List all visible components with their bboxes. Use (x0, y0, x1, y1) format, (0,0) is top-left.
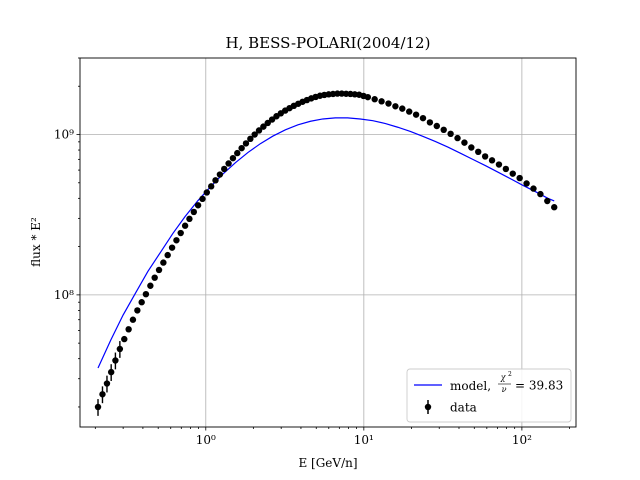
x-tick-label: 10² (512, 433, 532, 447)
data-point (103, 380, 111, 387)
legend-model-chi-exponent: 2 (508, 371, 512, 378)
plot-frame (79, 57, 577, 428)
data-point (129, 316, 137, 323)
data-point (234, 149, 241, 157)
data-point (147, 282, 154, 289)
legend-model-prefix: model, (450, 379, 491, 393)
data-point (247, 135, 254, 143)
data-point (530, 185, 537, 192)
data-point (242, 140, 250, 147)
data-point (495, 161, 503, 168)
data-point (125, 326, 132, 333)
data-point (151, 274, 158, 281)
data-point (99, 391, 106, 398)
data-point (177, 229, 184, 237)
legend: model, χ 2 ν = 39.83 data (406, 368, 572, 423)
data-point (412, 111, 420, 118)
data-point (551, 204, 558, 211)
data-point (537, 190, 544, 198)
model-series (97, 117, 555, 369)
data-point (181, 222, 189, 229)
data-point (406, 108, 413, 115)
plot-background (80, 58, 576, 427)
x-tick-label: 10⁰ (196, 433, 216, 447)
data-point (164, 251, 171, 259)
legend-data-marker (424, 403, 432, 411)
legend-model-value: = 39.83 (515, 379, 563, 393)
data-point (160, 259, 167, 266)
model-line (97, 117, 555, 369)
data-point (238, 144, 245, 152)
data-point (488, 157, 496, 164)
data-point (116, 345, 124, 353)
data-point (419, 114, 427, 122)
legend-data-label: data (450, 401, 477, 415)
data-point (207, 183, 215, 190)
data-point (107, 368, 115, 376)
data-point (516, 174, 523, 182)
data-point (186, 215, 193, 223)
data-point (426, 119, 434, 126)
data-point (138, 299, 145, 306)
data-point (94, 403, 102, 411)
data-point (225, 160, 232, 167)
legend-model-label: model, (450, 379, 491, 393)
data-point (203, 189, 211, 196)
x-axis: 10⁰ 10¹ 10² (94, 427, 570, 447)
data-point (199, 195, 206, 203)
data-point (268, 116, 276, 123)
data-point (121, 335, 128, 343)
x-axis-label: E [GeV/n] (298, 456, 357, 470)
legend-model-nu: ν (502, 385, 507, 394)
data-point (134, 307, 141, 314)
data-series (94, 90, 558, 416)
data-point (260, 123, 267, 130)
data-point (371, 96, 378, 103)
data-point (190, 208, 198, 216)
y-tick-label: 10⁸ (54, 288, 74, 302)
data-point (173, 237, 180, 244)
data-point (168, 244, 176, 251)
y-tick-label: 10⁹ (54, 128, 74, 142)
data-point (378, 98, 385, 105)
data-point (481, 153, 489, 160)
data-point (509, 170, 516, 177)
data-point (544, 197, 551, 205)
data-point (212, 177, 219, 184)
data-point (264, 119, 271, 127)
data-point (440, 126, 447, 134)
data-point (433, 122, 440, 130)
y-axis: 10⁸ 10⁹ (54, 57, 80, 408)
data-point (216, 171, 224, 178)
data-point (475, 148, 482, 156)
data-point (142, 290, 150, 298)
data-point (364, 93, 372, 101)
y-axis-label: flux * E² (29, 217, 43, 267)
data-point (385, 100, 392, 107)
data-point (392, 103, 399, 110)
data-point (523, 180, 530, 187)
x-tick-label: 10¹ (354, 433, 374, 447)
data-point (468, 144, 475, 151)
data-point (461, 139, 468, 146)
data-point (454, 134, 461, 142)
data-point (399, 105, 406, 112)
data-point (155, 266, 163, 274)
chart-title: H, BESS-POLARI(2004/12) (226, 34, 431, 52)
legend-box (406, 368, 572, 423)
data-point (502, 165, 510, 173)
data-point (251, 131, 258, 138)
legend-model-chi: χ (500, 373, 507, 382)
data-point (255, 127, 263, 134)
data-point (112, 357, 119, 364)
data-point (447, 130, 454, 138)
data-point (229, 154, 237, 162)
plot-area: 10⁰ 10¹ 10² 10⁸ 10⁹ (54, 57, 577, 447)
data-point (194, 202, 202, 209)
data-point (221, 165, 228, 173)
